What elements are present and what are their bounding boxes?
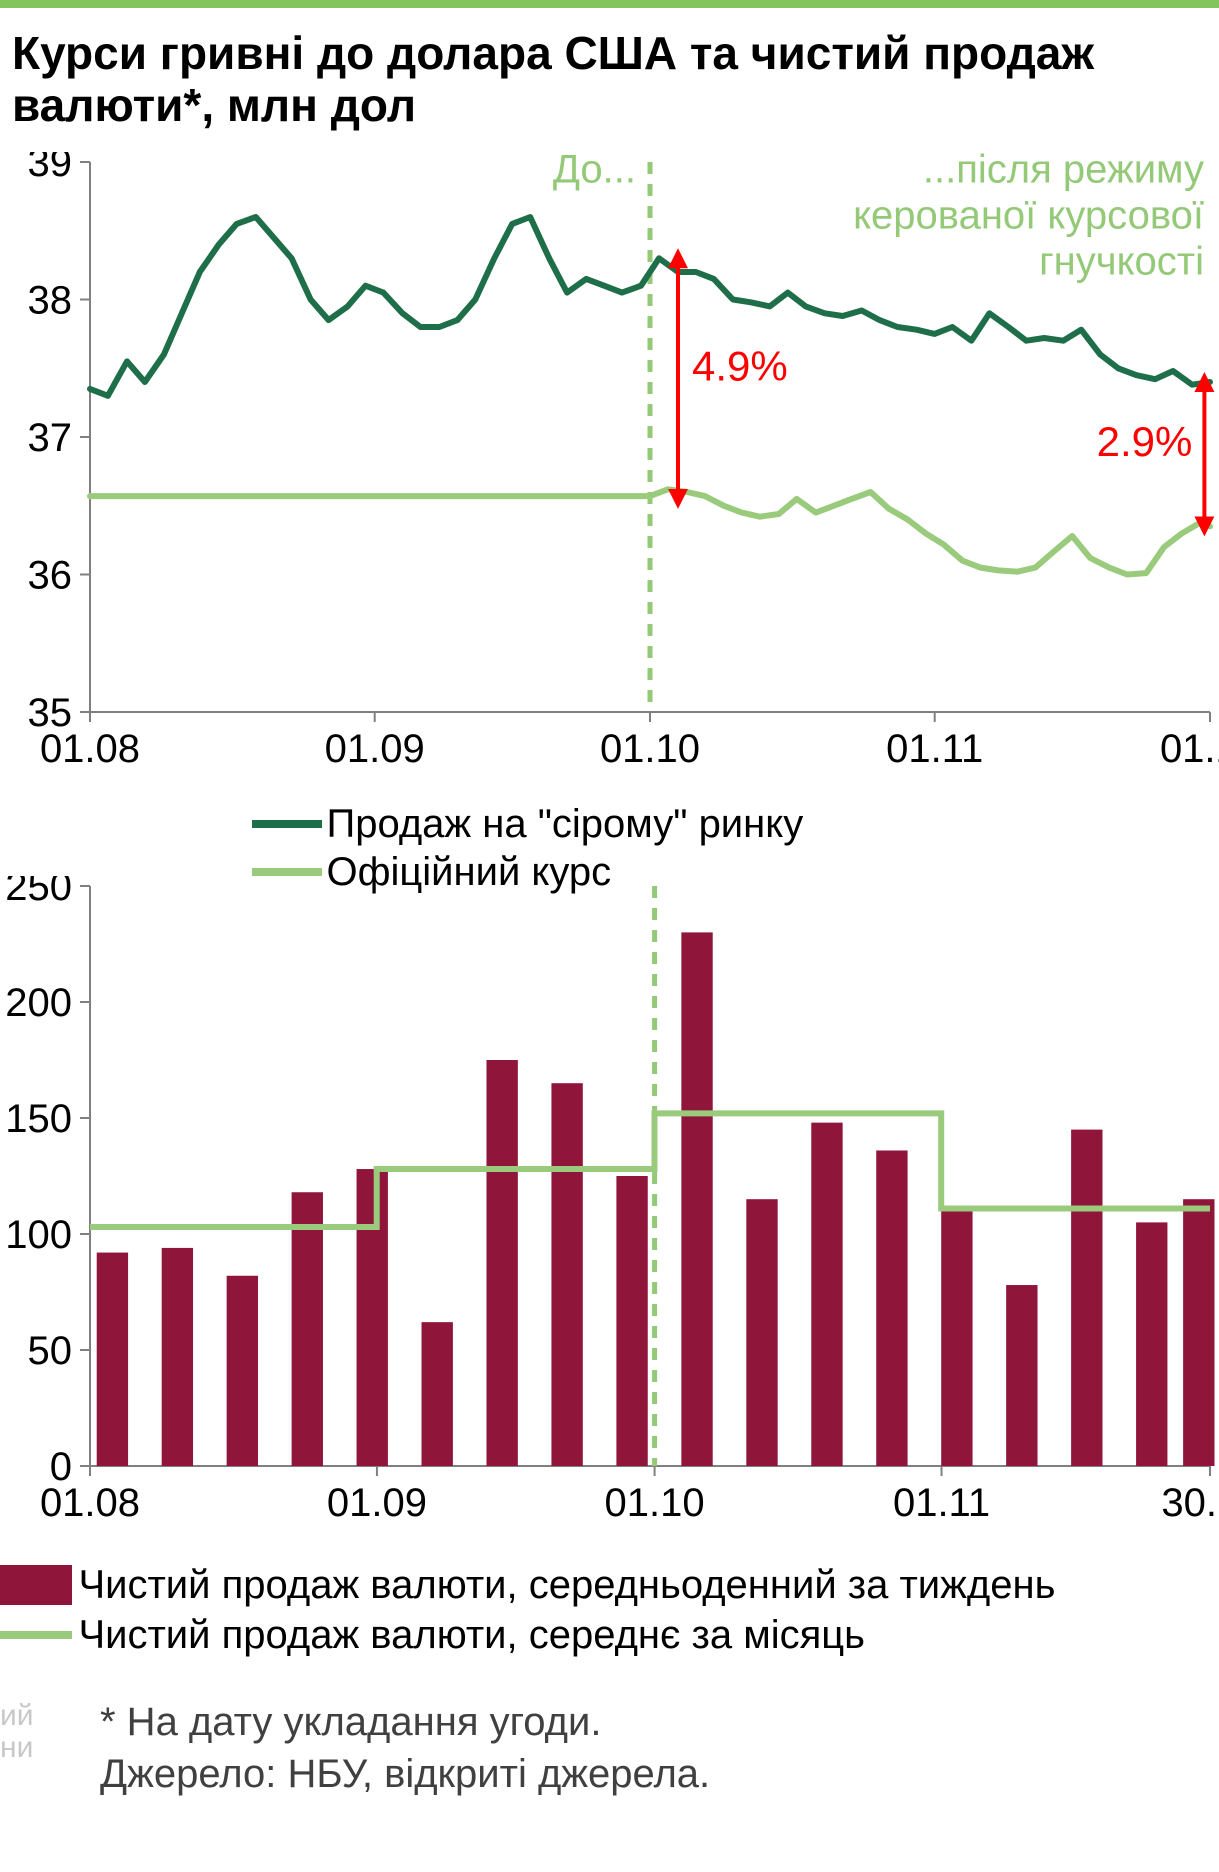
svg-text:150: 150	[5, 1097, 72, 1141]
side-watermark-l1: ий	[0, 1700, 34, 1732]
svg-text:50: 50	[28, 1329, 73, 1373]
legend2-label-bars: Чистий продаж валюти, середньоденний за …	[78, 1560, 1055, 1610]
svg-text:До...: До...	[553, 152, 636, 192]
footnote-1-text: * На дату укладання угоди.	[100, 1700, 601, 1744]
svg-text:гнучкості: гнучкості	[1039, 240, 1204, 284]
chart1-container: 353637383901.0801.0901.1001.1101.12До...…	[0, 152, 1219, 772]
svg-text:200: 200	[5, 981, 72, 1025]
chart1-svg: 353637383901.0801.0901.1001.1101.12До...…	[0, 152, 1219, 772]
top-rule	[0, 0, 1219, 8]
svg-text:37: 37	[28, 416, 73, 460]
svg-text:керованої курсової: керованої курсової	[853, 194, 1204, 238]
svg-text:38: 38	[28, 279, 73, 323]
side-watermark-l2: ни	[0, 1732, 34, 1764]
chart-title-text: Курси гривні до долара США та чистий про…	[12, 27, 1094, 131]
legend2-item-step: Чистий продаж валюти, середнє за місяць	[0, 1610, 1055, 1660]
svg-text:4.9%: 4.9%	[692, 343, 788, 390]
legend1-item-grey-market: Продаж на "сірому" ринку	[252, 800, 803, 848]
footnote-2-text: Джерело: НБУ, відкриті джерела.	[100, 1752, 710, 1796]
svg-text:01.10: 01.10	[605, 1481, 705, 1525]
chart2-svg: 05010015020025001.0801.0901.1001.1130.11	[0, 876, 1219, 1526]
legend2-label-step: Чистий продаж валюти, середнє за місяць	[78, 1610, 865, 1660]
svg-text:30.11: 30.11	[1161, 1481, 1219, 1525]
legend2: Чистий продаж валюти, середньоденний за …	[0, 1560, 1055, 1660]
footnote-2: Джерело: НБУ, відкриті джерела.	[100, 1752, 710, 1797]
legend1-swatch-official	[252, 868, 322, 876]
svg-text:01.09: 01.09	[327, 1481, 427, 1525]
svg-text:01.10: 01.10	[600, 727, 700, 771]
svg-text:250: 250	[5, 876, 72, 909]
svg-text:01.12: 01.12	[1160, 727, 1219, 771]
svg-text:01.11: 01.11	[886, 727, 983, 771]
legend2-item-bars: Чистий продаж валюти, середньоденний за …	[0, 1560, 1055, 1610]
svg-text:01.08: 01.08	[40, 727, 140, 771]
svg-text:100: 100	[5, 1213, 72, 1257]
svg-text:39: 39	[28, 152, 73, 185]
chart-title: Курси гривні до долара США та чистий про…	[12, 28, 1207, 131]
legend1-label-grey-market: Продаж на "сірому" ринку	[326, 800, 803, 848]
legend2-swatch-step	[0, 1631, 72, 1639]
side-watermark: ий ни	[0, 1700, 34, 1763]
svg-text:...після режиму: ...після режиму	[923, 152, 1204, 192]
chart2-container: 05010015020025001.0801.0901.1001.1130.11	[0, 876, 1219, 1526]
svg-text:01.11: 01.11	[893, 1481, 990, 1525]
legend1-swatch-grey-market	[252, 820, 322, 828]
svg-text:2.9%: 2.9%	[1097, 418, 1193, 465]
svg-text:36: 36	[28, 554, 73, 598]
legend2-swatch-bars	[0, 1565, 72, 1605]
svg-text:01.09: 01.09	[325, 727, 425, 771]
footnote-1: * На дату укладання угоди.	[100, 1700, 601, 1745]
svg-text:01.08: 01.08	[40, 1481, 140, 1525]
